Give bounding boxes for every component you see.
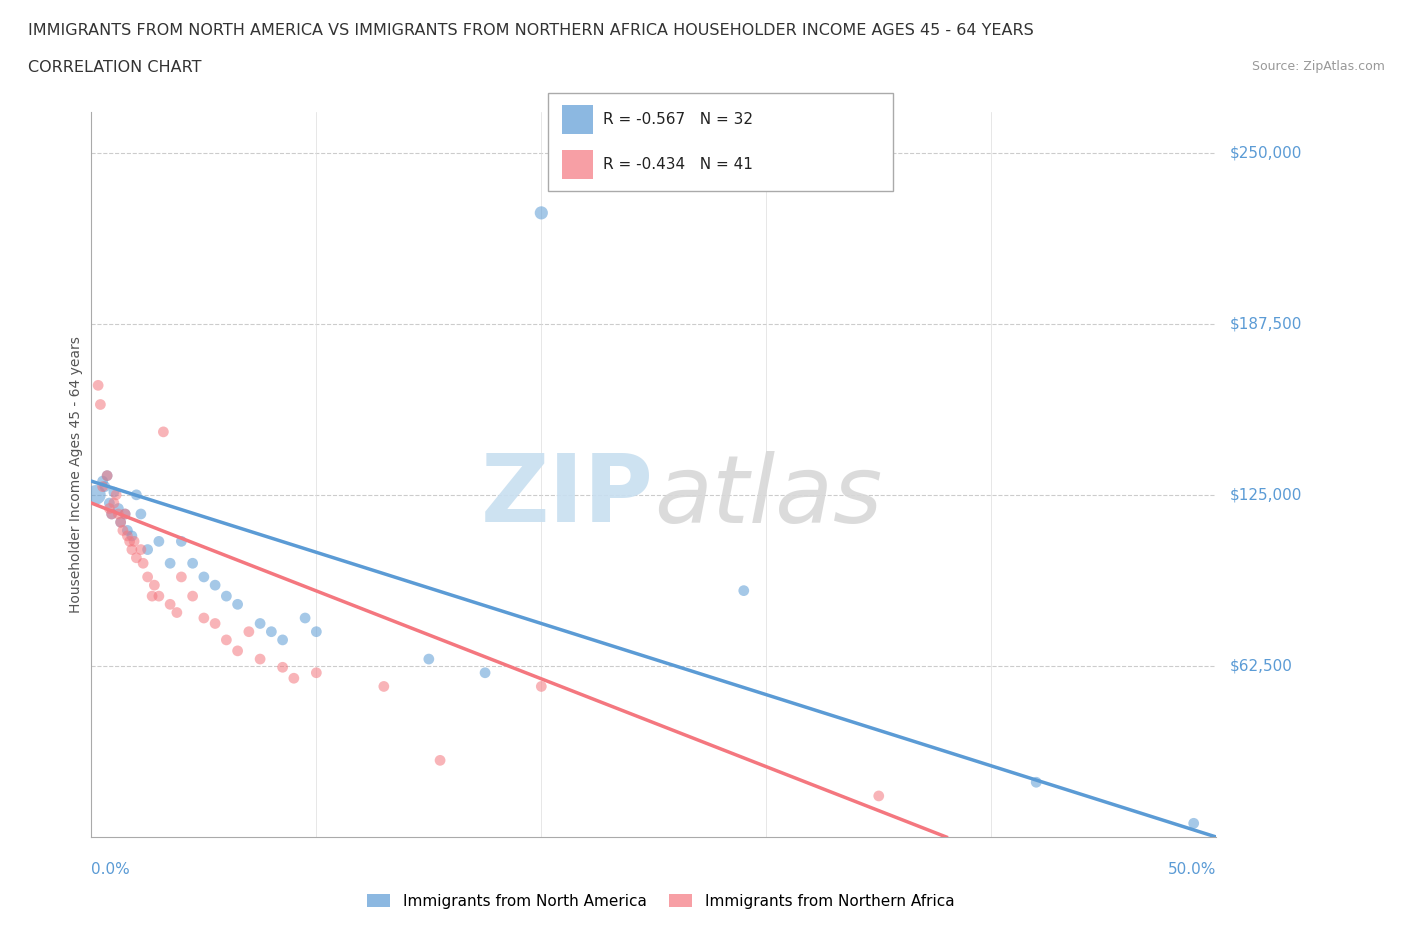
Point — [283, 671, 305, 685]
Point — [530, 206, 553, 220]
Point — [193, 611, 215, 626]
Text: ZIP: ZIP — [481, 450, 654, 542]
Text: 0.0%: 0.0% — [91, 862, 131, 877]
Point — [204, 578, 226, 592]
Point — [132, 556, 155, 571]
Point — [1025, 775, 1047, 790]
Point — [100, 507, 122, 522]
Text: atlas: atlas — [654, 450, 882, 541]
Point — [373, 679, 395, 694]
Bar — [562, 150, 593, 179]
FancyBboxPatch shape — [548, 93, 893, 191]
Point — [122, 534, 145, 549]
Point — [110, 515, 132, 530]
Point — [105, 487, 128, 502]
Point — [868, 789, 890, 804]
Point — [429, 753, 451, 768]
Text: CORRELATION CHART: CORRELATION CHART — [28, 60, 201, 75]
Point — [193, 569, 215, 584]
Point — [129, 507, 152, 522]
Point — [1182, 816, 1205, 830]
Point — [100, 507, 122, 522]
Point — [181, 589, 204, 604]
Point — [733, 583, 755, 598]
Point — [103, 485, 125, 499]
Point — [141, 589, 163, 604]
Point — [260, 624, 283, 639]
Point — [271, 632, 294, 647]
Y-axis label: Householder Income Ages 45 - 64 years: Householder Income Ages 45 - 64 years — [69, 336, 83, 613]
Point — [98, 496, 121, 511]
Point — [84, 487, 107, 502]
Point — [305, 665, 328, 680]
Text: Source: ZipAtlas.com: Source: ZipAtlas.com — [1251, 60, 1385, 73]
Point — [87, 378, 110, 392]
Point — [121, 542, 143, 557]
Point — [98, 501, 121, 516]
Text: $250,000: $250,000 — [1230, 145, 1302, 160]
Point — [136, 569, 159, 584]
Point — [159, 556, 181, 571]
Point — [249, 652, 271, 667]
Text: $125,000: $125,000 — [1230, 487, 1302, 502]
Point — [117, 523, 139, 538]
Point — [152, 424, 174, 439]
Point — [204, 616, 226, 631]
Point — [107, 507, 129, 522]
Point — [249, 616, 271, 631]
Point — [118, 534, 141, 549]
Point — [91, 479, 114, 494]
Point — [418, 652, 440, 667]
Point — [238, 624, 260, 639]
Point — [136, 542, 159, 557]
Bar — [562, 105, 593, 134]
Text: IMMIGRANTS FROM NORTH AMERICA VS IMMIGRANTS FROM NORTHERN AFRICA HOUSEHOLDER INC: IMMIGRANTS FROM NORTH AMERICA VS IMMIGRA… — [28, 23, 1033, 38]
Point — [215, 632, 238, 647]
Text: $62,500: $62,500 — [1230, 658, 1294, 673]
Text: $187,500: $187,500 — [1230, 316, 1302, 331]
Point — [94, 479, 117, 494]
Point — [305, 624, 328, 639]
Point — [125, 487, 148, 502]
Point — [170, 569, 193, 584]
Point — [226, 597, 249, 612]
Point — [271, 660, 294, 675]
Point — [166, 605, 188, 620]
Point — [96, 468, 118, 483]
Point — [114, 507, 136, 522]
Point — [215, 589, 238, 604]
Point — [107, 501, 129, 516]
Point — [530, 679, 553, 694]
Point — [103, 496, 125, 511]
Point — [294, 611, 316, 626]
Legend: Immigrants from North America, Immigrants from Northern Africa: Immigrants from North America, Immigrant… — [361, 887, 960, 915]
Point — [125, 551, 148, 565]
Point — [181, 556, 204, 571]
Point — [121, 528, 143, 543]
Point — [129, 542, 152, 557]
Point — [170, 534, 193, 549]
Point — [474, 665, 496, 680]
Point — [148, 534, 170, 549]
Point — [111, 523, 134, 538]
Point — [110, 515, 132, 530]
Text: 50.0%: 50.0% — [1168, 862, 1216, 877]
Point — [89, 397, 111, 412]
Point — [148, 589, 170, 604]
Point — [226, 644, 249, 658]
Point — [91, 473, 114, 488]
Point — [96, 468, 118, 483]
Text: R = -0.434   N = 41: R = -0.434 N = 41 — [603, 157, 754, 172]
Point — [114, 507, 136, 522]
Point — [159, 597, 181, 612]
Point — [117, 528, 139, 543]
Text: R = -0.567   N = 32: R = -0.567 N = 32 — [603, 112, 754, 126]
Point — [143, 578, 166, 592]
